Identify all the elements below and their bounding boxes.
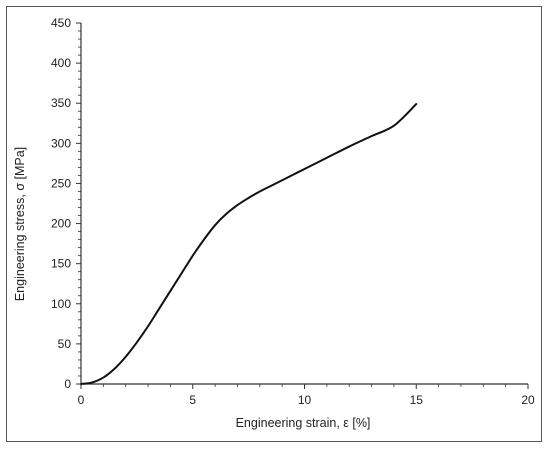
- x-tick-label: 15: [410, 393, 424, 407]
- y-axis: 0 50 100 150 200 250 300 350 400 450: [51, 16, 82, 391]
- stress-strain-curve: [80, 103, 418, 385]
- y-tick-label: 0: [64, 377, 71, 391]
- x-axis-title: Engineering strain, ε [%]: [236, 416, 371, 430]
- y-tick-label: 100: [51, 297, 71, 311]
- x-tick-label: 20: [521, 393, 535, 407]
- x-axis: 0 5 10 15 20: [78, 383, 535, 407]
- y-tick-label: 450: [51, 16, 71, 30]
- x-tick-label: 5: [189, 393, 196, 407]
- x-tick-label: 0: [78, 393, 85, 407]
- y-tick-label: 150: [51, 257, 71, 271]
- y-tick-label: 200: [51, 217, 71, 231]
- y-axis-title: Engineering stress, σ [MPa]: [13, 147, 27, 301]
- x-tick-label: 10: [298, 393, 312, 407]
- series-layer: [80, 103, 418, 385]
- chart-frame: [6, 6, 542, 442]
- y-tick-label: 300: [51, 136, 71, 150]
- y-tick-label: 250: [51, 176, 71, 190]
- y-tick-label: 400: [51, 56, 71, 70]
- y-tick-label: 350: [51, 96, 71, 110]
- y-tick-label: 50: [58, 337, 72, 351]
